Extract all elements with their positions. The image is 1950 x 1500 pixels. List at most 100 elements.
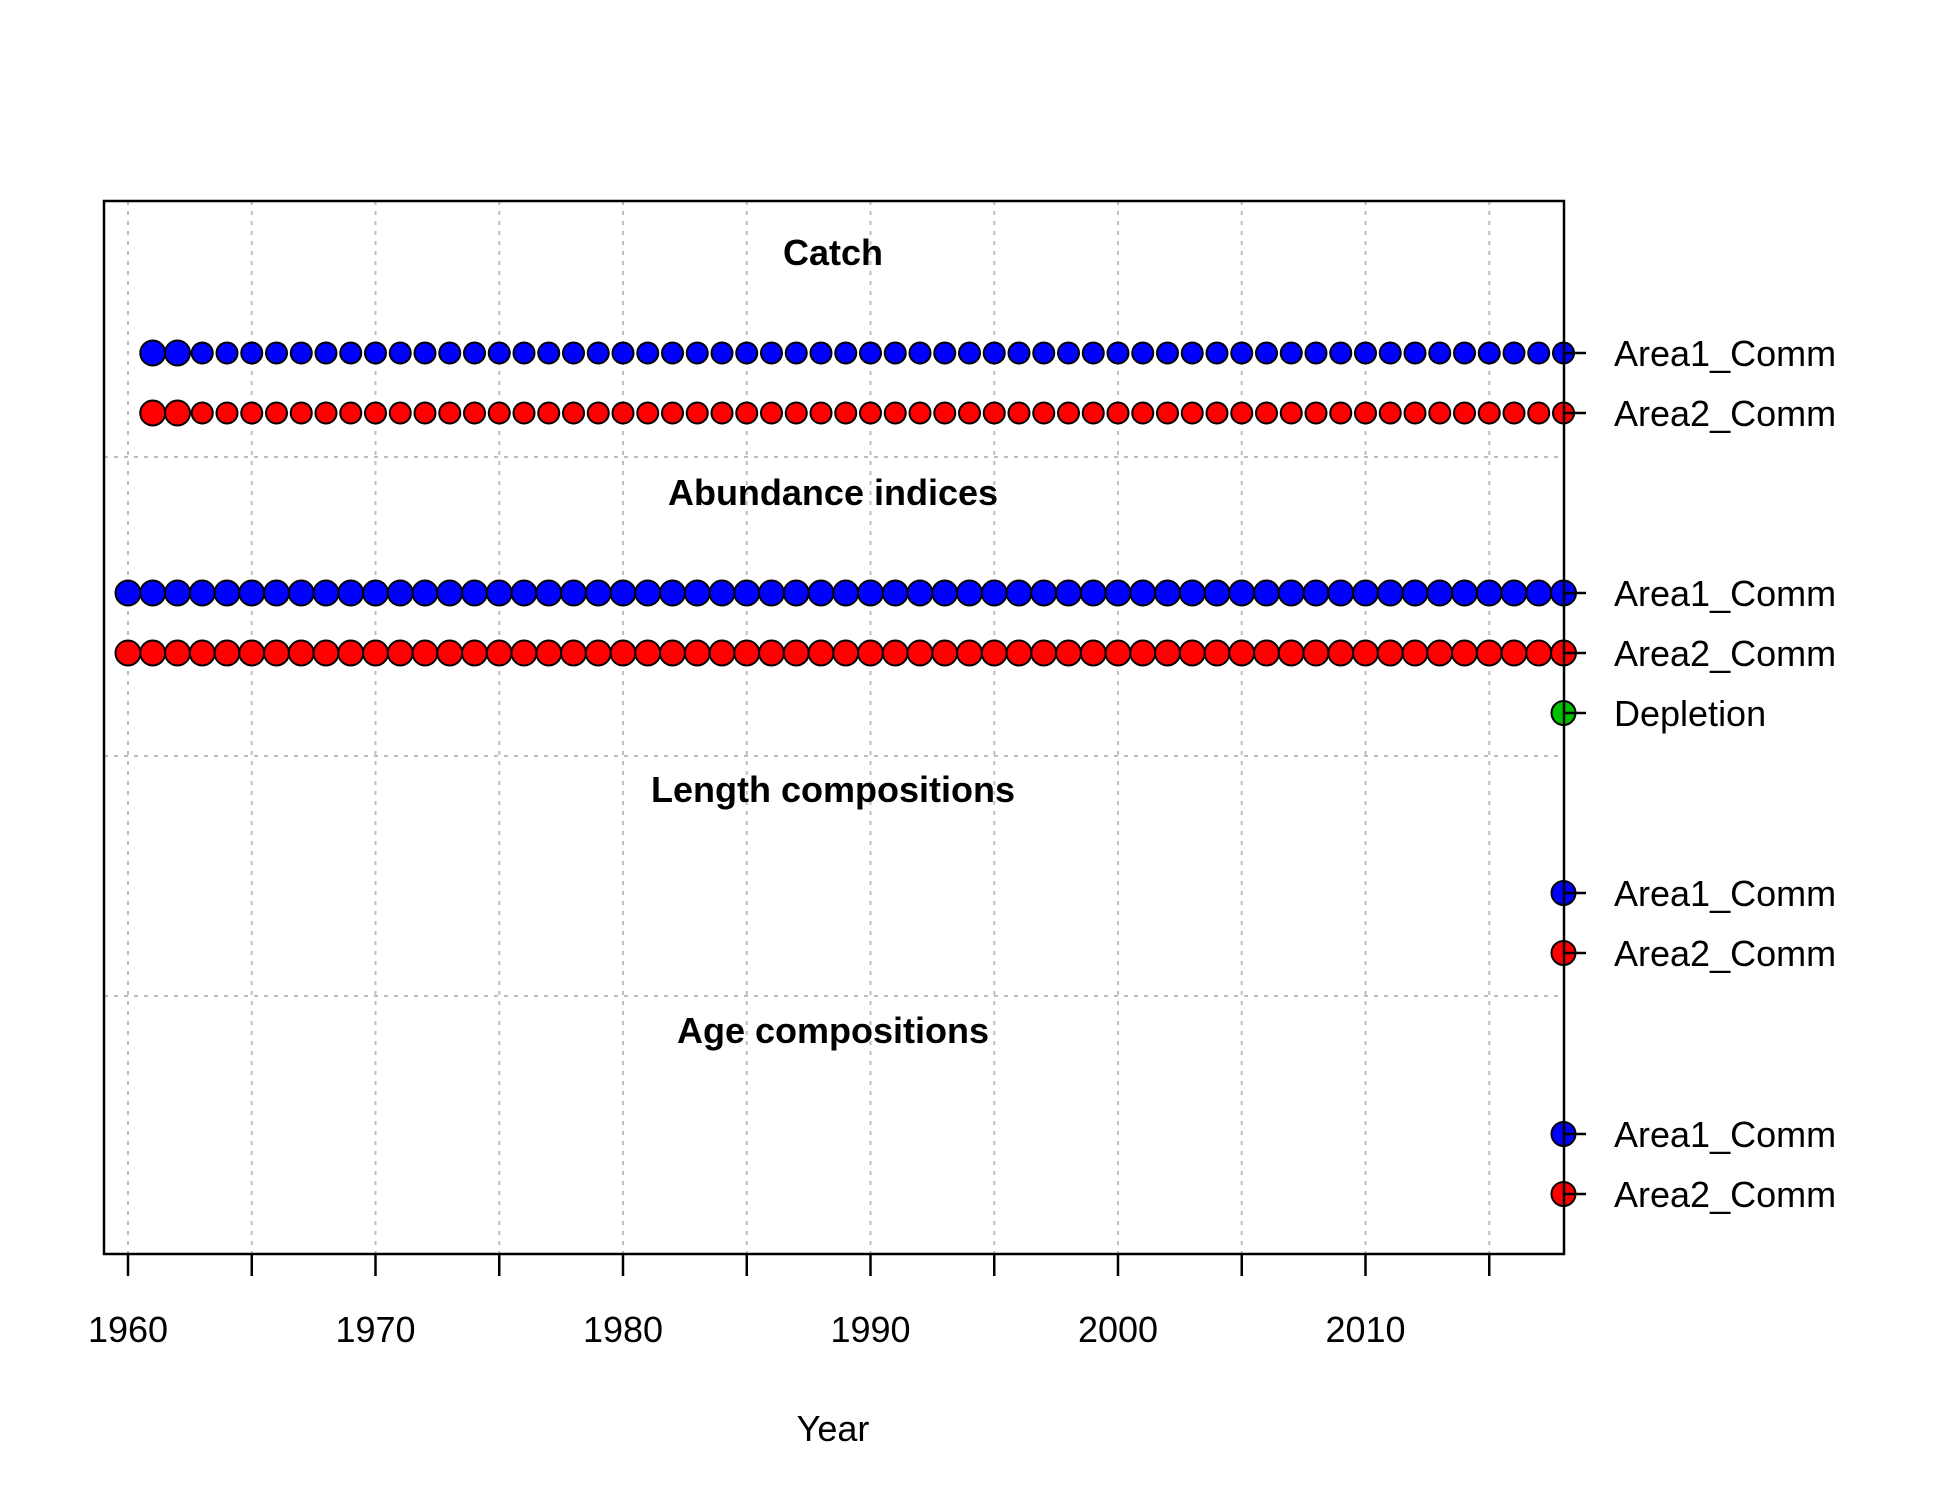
- data-point: [1228, 639, 1256, 667]
- data-point: [1255, 341, 1278, 365]
- data-point: [908, 401, 932, 425]
- x-tick-label: 1980: [583, 1309, 663, 1350]
- data-point: [1057, 341, 1080, 365]
- data-point: [560, 639, 587, 667]
- data-point: [1327, 639, 1355, 667]
- section-title-catch: Catch: [783, 232, 883, 273]
- data-point: [1475, 579, 1503, 607]
- data-point: [1081, 401, 1105, 425]
- data-point: [733, 639, 761, 667]
- data-point: [512, 401, 536, 425]
- data-point: [982, 401, 1006, 425]
- data-point: [1203, 639, 1231, 667]
- data-point: [265, 401, 288, 425]
- data-point: [1527, 401, 1551, 425]
- data-point: [1453, 401, 1476, 425]
- section-titles: Catch Abundance indices Length compositi…: [651, 232, 1015, 1051]
- data-point: [881, 639, 909, 667]
- data-point: [1156, 401, 1179, 425]
- data-point: [857, 579, 884, 607]
- data-point: [164, 399, 191, 427]
- data-point: [1527, 341, 1551, 365]
- data-point: [584, 579, 612, 607]
- data-point: [758, 639, 785, 667]
- data-point: [1129, 579, 1157, 607]
- data-point: [661, 401, 684, 425]
- data-point: [1451, 639, 1478, 667]
- data-point: [386, 579, 414, 607]
- data-point: [463, 401, 486, 425]
- data-point: [784, 341, 808, 365]
- data-point: [1005, 579, 1033, 607]
- data-point: [238, 639, 266, 667]
- data-point: [1079, 639, 1107, 667]
- data-point: [314, 341, 338, 365]
- x-axis: 1960 1970 1980 1990 2000 2010: [88, 1254, 1491, 1350]
- data-point: [388, 341, 412, 365]
- data-point: [190, 401, 214, 425]
- data-point: [487, 401, 511, 425]
- data-point: [1403, 401, 1427, 425]
- row-label: Area2_Comm: [1614, 1174, 1836, 1215]
- data-point: [980, 639, 1008, 667]
- data-point: [190, 341, 214, 365]
- data-point: [931, 639, 959, 667]
- data-point: [1354, 401, 1377, 425]
- data-point: [807, 579, 835, 607]
- data-point: [337, 579, 365, 607]
- data-point: [1178, 579, 1206, 607]
- data-point: [832, 639, 860, 667]
- data-points: [114, 339, 1577, 1207]
- data-point: [339, 341, 363, 365]
- data-point: [560, 579, 587, 607]
- row-label: Area2_Comm: [1614, 933, 1836, 974]
- data-point: [735, 401, 759, 425]
- data-point: [1104, 639, 1132, 667]
- x-tick-label: 2000: [1078, 1309, 1158, 1350]
- data-point: [683, 639, 711, 667]
- data-point: [1426, 579, 1454, 607]
- row-label: Depletion: [1614, 693, 1766, 734]
- row-labels: Area1_Comm Area2_Comm Area1_Comm Area2_Comm…: [1564, 333, 1836, 1215]
- data-point: [1329, 341, 1353, 365]
- data-point: [1030, 579, 1058, 607]
- data-point: [708, 579, 736, 607]
- data-point: [1131, 341, 1155, 365]
- data-point: [485, 639, 513, 667]
- data-point: [1156, 341, 1179, 365]
- data-point: [933, 341, 957, 365]
- section-title-age: Age compositions: [677, 1010, 989, 1051]
- data-point: [1230, 341, 1254, 365]
- data-point: [337, 639, 365, 667]
- data-point: [609, 639, 637, 667]
- data-point: [708, 639, 736, 667]
- data-point: [463, 341, 486, 365]
- data-point: [809, 401, 833, 425]
- data-point: [659, 639, 686, 667]
- data-point: [1205, 341, 1229, 365]
- data-point: [438, 341, 462, 365]
- data-point: [139, 639, 167, 667]
- data-point: [1255, 401, 1278, 425]
- data-point: [859, 341, 882, 365]
- data-point: [413, 401, 437, 425]
- data-point: [1055, 639, 1082, 667]
- data-point: [411, 639, 439, 667]
- data-point: [683, 579, 711, 607]
- data-point: [634, 579, 662, 607]
- data-point: [1525, 579, 1553, 607]
- data-point: [809, 341, 833, 365]
- data-point: [1376, 639, 1404, 667]
- data-point: [1081, 341, 1105, 365]
- data-point: [710, 401, 734, 425]
- data-point: [287, 579, 315, 607]
- data-point: [1032, 401, 1056, 425]
- data-point: [710, 341, 734, 365]
- data-point: [1007, 401, 1031, 425]
- data-point: [537, 401, 561, 425]
- data-point: [1378, 341, 1402, 365]
- data-point: [1057, 401, 1080, 425]
- data-point: [510, 639, 538, 667]
- data-point: [1180, 401, 1204, 425]
- data-point: [1453, 341, 1476, 365]
